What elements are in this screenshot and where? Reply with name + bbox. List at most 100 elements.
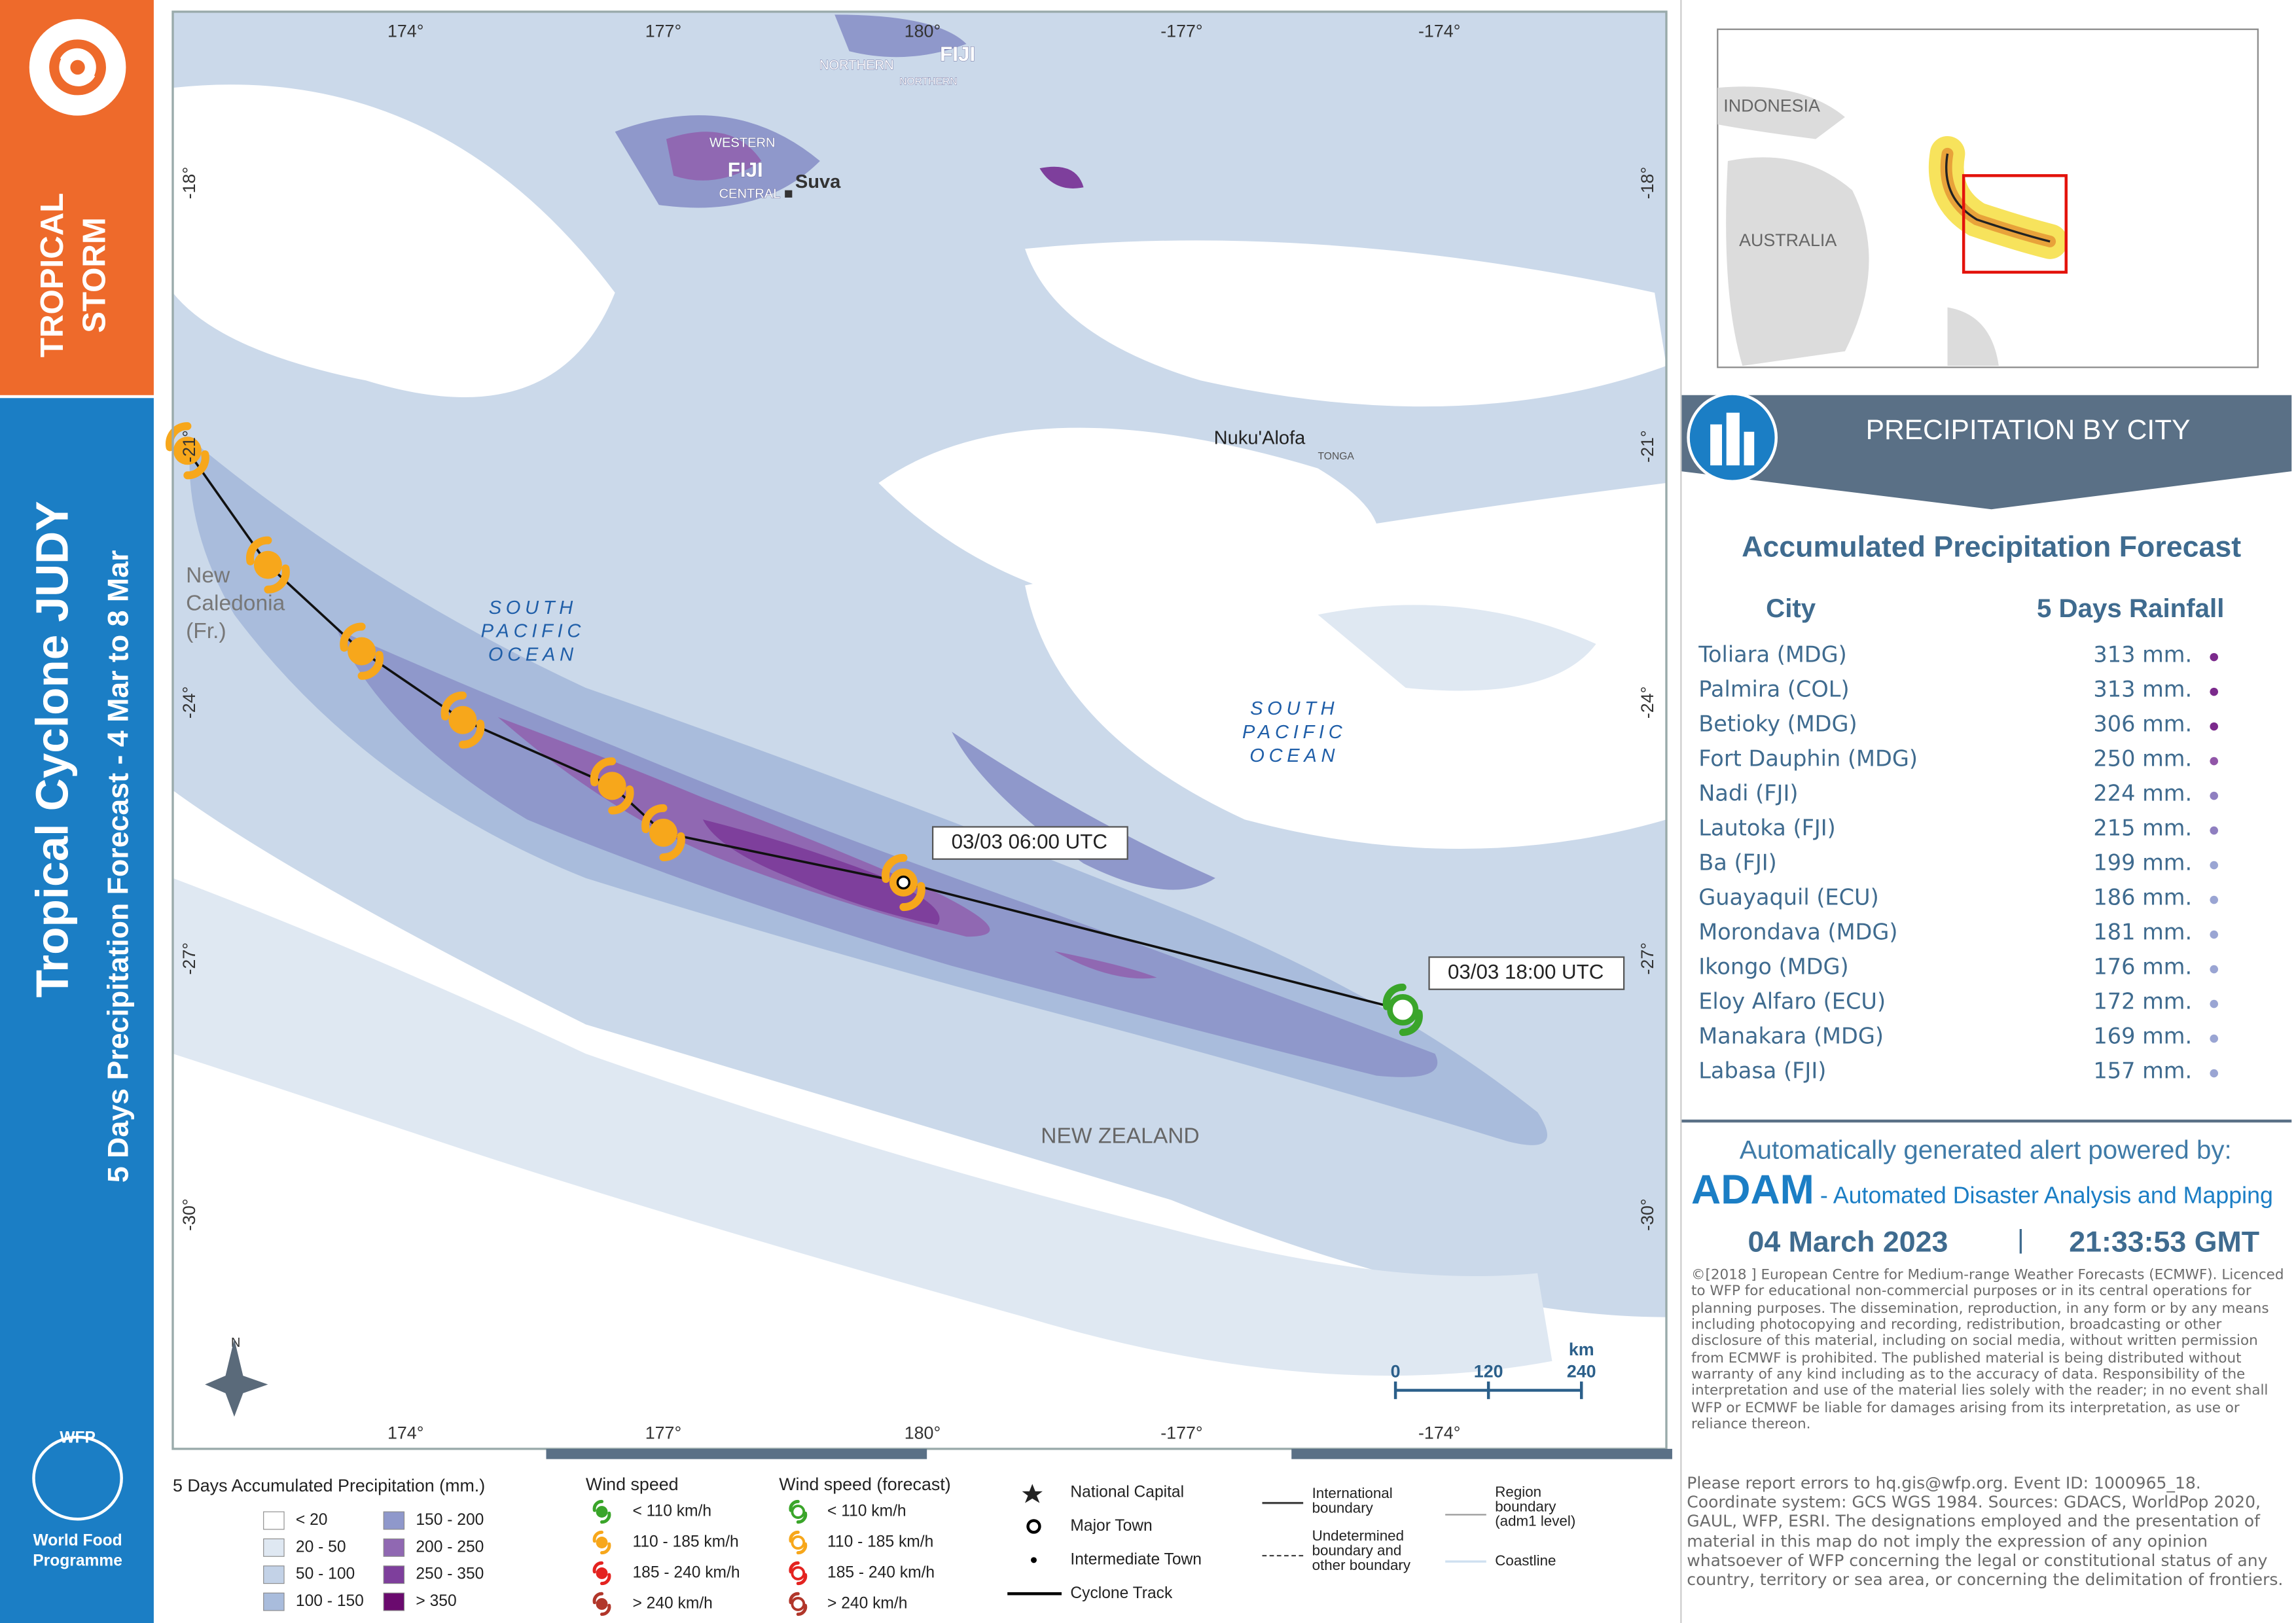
lat-label: -27° [179,942,199,975]
city-rainfall: 224 mm. [2093,780,2192,806]
rain-20-50 [172,605,1596,1376]
wfp-emblem [32,1435,123,1521]
capital-symbol [1022,1484,1043,1503]
legend-label: 150 - 200 [416,1511,484,1529]
place-label: Caledonia [186,591,285,615]
city-rainfall: 306 mm. [2093,711,2192,736]
lat-label: -30° [179,1198,199,1231]
rainfall-dot [2210,1034,2218,1043]
legend-label: National Capital [1070,1483,1184,1501]
cyclone-core [596,1597,608,1610]
legend-title: 5 Days Accumulated Precipitation (mm.) [173,1476,485,1495]
legend-swatch [383,1592,405,1611]
cyclone-arm [592,1592,611,1616]
cyclone-symbol [592,1499,611,1524]
legend-swatch [383,1511,405,1530]
main-title: Tropical Cyclone JUDY [26,501,77,998]
track-label-box [932,826,1128,860]
cyclone-symbol [246,536,290,594]
city-rainfall: 199 mm. [2093,849,2192,875]
alert-intro: Automatically generated alert powered by… [1740,1135,2232,1165]
cyclone-core [649,818,677,847]
lat-label: -18° [1638,167,1657,200]
title-panel [0,398,154,1623]
inset-extent [1962,174,2068,274]
place-label: TONGA [1318,451,1355,462]
city-name: Betioky (MDG) [1698,711,1857,736]
place-label: WESTERN [709,135,776,150]
city-rainfall: 215 mm. [2093,815,2192,840]
legend-label: Region boundary (adm1 level) [1495,1484,1575,1529]
ocean-label: PACIFIC [481,621,586,642]
town-marker [896,875,911,890]
lat-label: -30° [1638,1198,1657,1231]
lat-label: -21° [179,430,199,463]
legend-label: 200 - 250 [416,1538,484,1556]
lat-label: -24° [179,687,199,719]
cyclone-symbol [789,1592,808,1616]
legend-swatch [383,1565,405,1584]
place-label: (Fr.) [186,619,226,643]
place-label: CENTRAL [719,187,780,202]
lat-label: -24° [1638,687,1657,719]
alert-system-name: - Automated Disaster Analysis and Mappin… [1820,1183,2273,1209]
inset-label: INDONESIA [1723,96,1820,115]
alert-date: 04 March 2023 [1748,1226,1948,1258]
legend-label: < 110 km/h [827,1503,906,1520]
rainfall-dot [2210,652,2218,662]
cyclone-arm [592,1561,611,1586]
org-name: World Food [33,1531,122,1549]
ocean-label: OCEAN [1249,745,1339,766]
legend-label: < 110 km/h [632,1503,711,1520]
city-name: Palmira (COL) [1698,676,1849,702]
cyclone-symbol [1382,984,1423,1036]
legend-label: Major Town [1070,1517,1152,1535]
cyclone-symbol [641,804,685,862]
legend-swatch [263,1565,285,1584]
cyclone-symbol [789,1530,808,1555]
track-label: 03/03 18:00 UTC [1448,960,1604,983]
ocean-label: SOUTH [1250,698,1338,719]
copyright-text-box: ©[2018 ] European Centre for Medium-rang… [1691,1268,2284,1433]
place-label: Suva [795,171,841,192]
city-rainfall: 313 mm. [2093,641,2192,667]
legend-label: Coastline [1495,1552,1556,1569]
rainfall-dot [2210,687,2218,696]
city-rainfall: 172 mm. [2093,988,2192,1014]
cyclone-core [598,772,626,800]
legend-title: Wind speed [586,1474,679,1494]
inset-track [1945,153,2051,243]
place-label: NORTHERN [819,58,894,73]
city-rainfall: 250 mm. [2093,745,2192,771]
city-rainfall: 186 mm. [2093,884,2192,910]
city-name: Ba (FJI) [1698,849,1777,875]
scale-tick-label: 240 [1567,1362,1596,1382]
cyclone-core [348,637,376,666]
rainfall-dot [2210,965,2218,974]
track-label: 03/03 06:00 UTC [952,830,1107,853]
cyclone-arm [789,1530,808,1555]
map-strip [1291,1448,1672,1459]
cyclone-symbol [590,757,634,815]
legend-label: < 20 [296,1511,328,1529]
lon-label: -177° [1160,21,1202,41]
legend-label: International boundary [1312,1485,1393,1516]
cyclone-core [448,705,477,734]
panel-header: PRECIPITATION BY CITY [1866,415,2191,446]
report-text: Please report errors to hq.gis@wfp.org. … [1687,1473,2284,1590]
capital-marker [785,190,793,198]
cyclone-symbol [592,1561,611,1586]
rain-100-150 [189,438,1548,1145]
cyclone-core [596,1537,608,1548]
legend-label: Intermediate Town [1070,1550,1202,1568]
legend-label: 250 - 350 [416,1565,484,1583]
cyclone-symbol [789,1499,808,1524]
legend-swatch [263,1511,285,1530]
report-text-box: Please report errors to hq.gis@wfp.org. … [1687,1473,2284,1590]
place-label: FIJI [940,43,975,65]
town-symbol [1026,1519,1041,1534]
north-arrow [205,1339,268,1417]
panel-header-bg [1681,395,2292,510]
